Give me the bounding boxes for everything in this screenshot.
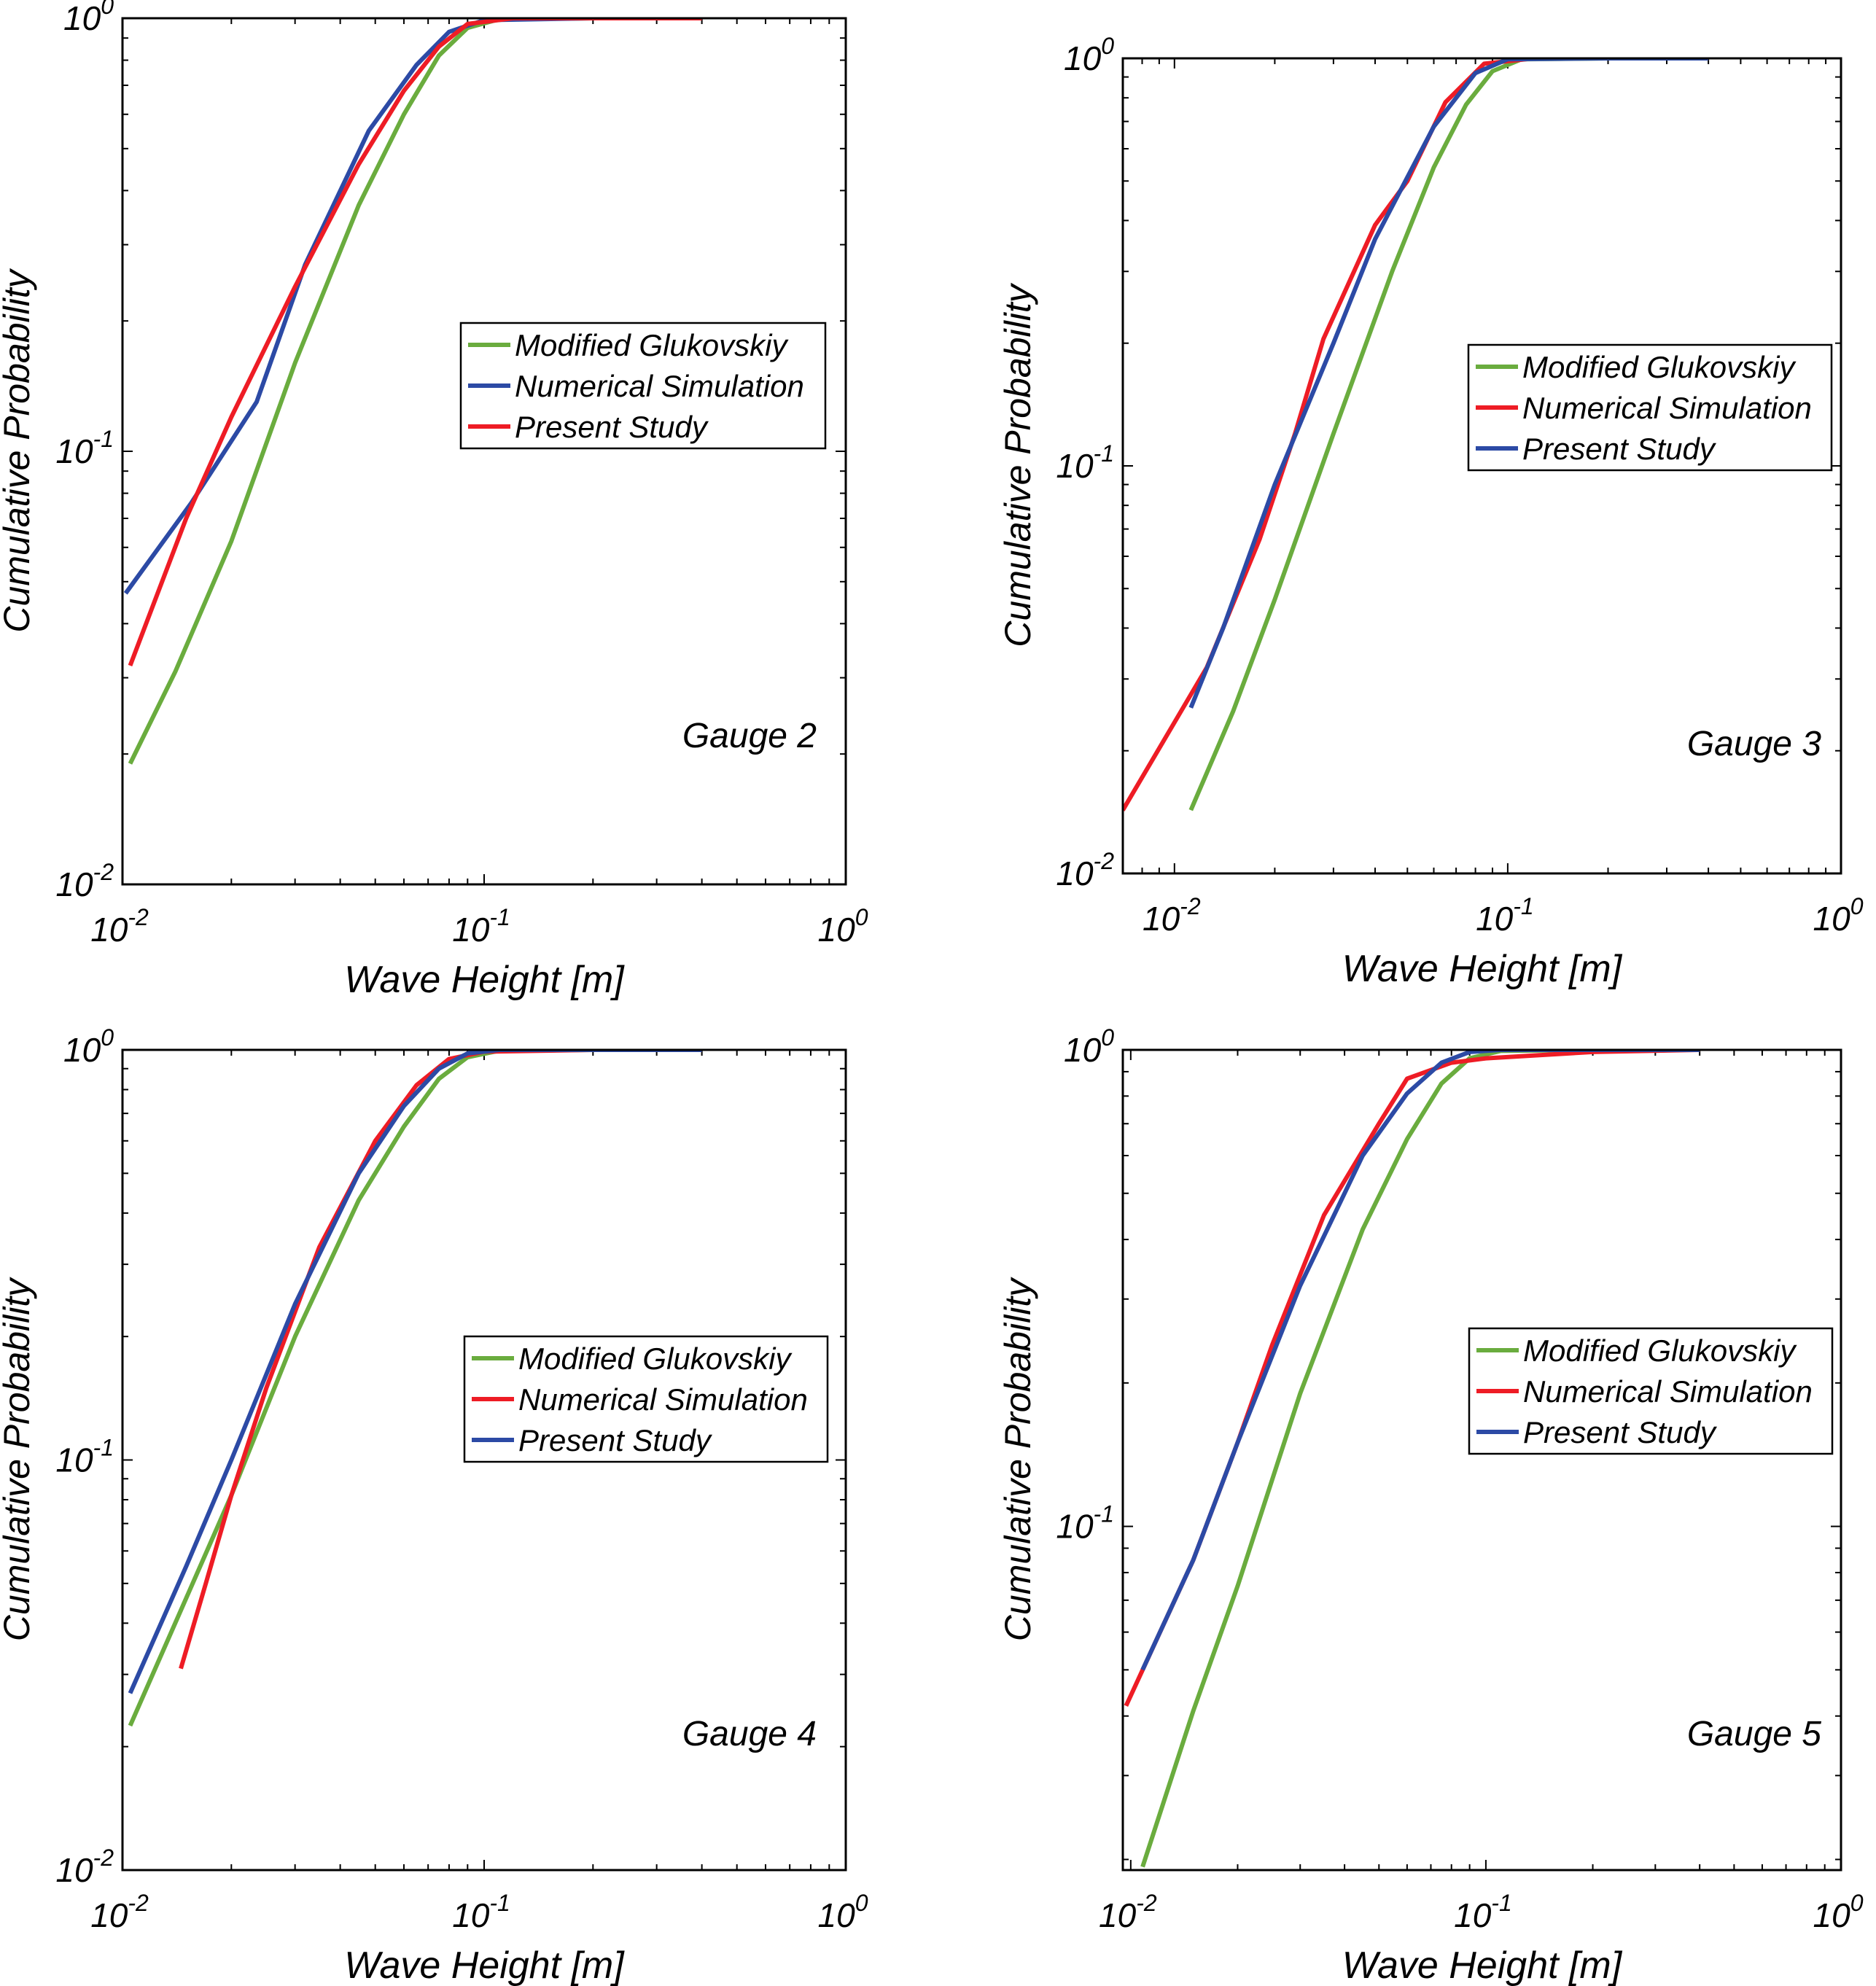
gauge-annotation: Gauge 4 <box>682 1715 817 1753</box>
legend: Modified Glukovskiy Numerical Simulation P… <box>463 1335 829 1463</box>
legend-entry: Modified Glukovskiy <box>518 1341 793 1376</box>
plot-frame <box>121 1048 847 1872</box>
x-tick-label: 10-1 <box>1454 1890 1512 1934</box>
x-tick-label: 10-2 <box>90 1890 149 1934</box>
x-axis-label: Wave Height [m] <box>1342 948 1623 990</box>
legend: Modified Glukovskiy Numerical Simulation P… <box>459 322 827 450</box>
legend-box <box>459 322 827 450</box>
x-tick-label: 10-2 <box>1143 893 1201 938</box>
y-tick-label: 100 <box>63 1024 114 1069</box>
series-line-blue <box>123 18 702 595</box>
legend-entry: Numerical Simulation <box>1523 1374 1813 1409</box>
x-tick-label: 10-1 <box>452 1890 510 1934</box>
gauge-annotation: Gauge 3 <box>1687 725 1821 763</box>
x-tick-label: 10-1 <box>1476 893 1534 938</box>
x-axis-label: Wave Height [m] <box>1342 1944 1623 1986</box>
x-tick-label: 100 <box>818 1890 868 1934</box>
x-axis-label: Wave Height [m] <box>344 1944 625 1986</box>
x-tick-label: 10-2 <box>1099 1890 1157 1934</box>
y-axis-label: Cumulative Probability <box>0 1277 37 1641</box>
legend-entry: Numerical Simulation <box>515 369 804 403</box>
chart-panel-1: 10-2 10-1 100 10-2 10-1 100 Wave Height [m] Cum… <box>0 0 868 1001</box>
y-tick-label: 10-2 <box>1056 848 1114 892</box>
legend-entry: Numerical Simulation <box>518 1382 808 1417</box>
x-tick-label: 10-2 <box>90 904 149 949</box>
y-tick-label: 10-1 <box>1056 1501 1114 1546</box>
series-line-green <box>1140 1050 1700 1868</box>
plot-frame <box>1121 57 1842 875</box>
y-tick-label: 10-1 <box>1056 440 1114 485</box>
series-line-blue <box>128 1050 702 1694</box>
y-axis-label: Cumulative Probability <box>997 282 1038 647</box>
x-tick-label: 100 <box>1813 1890 1864 1934</box>
legend-box <box>1467 343 1833 472</box>
x-axis-label: Wave Height [m] <box>344 959 625 1001</box>
y-tick-label: 10-2 <box>55 859 114 903</box>
y-tick-label: 100 <box>1064 1024 1114 1069</box>
legend-entry: Modified Glukovskiy <box>515 328 789 362</box>
series-line-red <box>1123 58 1709 811</box>
chart-panel-3: 10-2 10-1 100 10-2 10-1 100 Wave Height [m] Cum… <box>0 1024 868 1986</box>
gauge-annotation: Gauge 5 <box>1687 1715 1821 1753</box>
y-tick-label: 100 <box>63 0 114 37</box>
y-tick-label: 10-1 <box>55 426 114 470</box>
y-tick-label: 10-1 <box>55 1435 114 1479</box>
legend: Modified Glukovskiy Numerical Simulation P… <box>1467 343 1833 472</box>
legend-entry: Present Study <box>518 1423 713 1457</box>
y-tick-label: 10-2 <box>55 1845 114 1889</box>
gauge-annotation: Gauge 2 <box>682 717 817 755</box>
chart-panel-4: 10-2 10-1 100 10-1 100 Wave Height [m] Cumulat… <box>997 1024 1864 1986</box>
x-tick-label: 100 <box>818 904 868 949</box>
plot-frame <box>1121 1048 1842 1872</box>
legend-entry: Present Study <box>515 410 709 444</box>
x-tick-label: 100 <box>1813 893 1864 938</box>
legend-entry: Modified Glukovskiy <box>1522 350 1797 384</box>
chart-panel-2: 10-2 10-1 100 10-2 10-1 100 Wave Height [m] Cum… <box>997 33 1864 990</box>
legend: Modified Glukovskiy Numerical Simulation P… <box>1468 1327 1834 1455</box>
legend-entry: Present Study <box>1522 432 1717 466</box>
legend-box <box>1468 1327 1834 1455</box>
y-axis-label: Cumulative Probability <box>0 268 37 632</box>
series-line-blue <box>1140 1050 1700 1671</box>
legend-entry: Modified Glukovskiy <box>1523 1333 1797 1368</box>
x-tick-label: 10-1 <box>452 904 510 949</box>
legend-entry: Numerical Simulation <box>1522 391 1812 425</box>
y-axis-label: Cumulative Probability <box>997 1277 1038 1641</box>
plot-frame <box>121 17 847 886</box>
series-line-red <box>128 18 702 666</box>
legend-box <box>463 1335 829 1463</box>
legend-entry: Present Study <box>1523 1415 1718 1449</box>
y-tick-label: 100 <box>1064 33 1114 77</box>
